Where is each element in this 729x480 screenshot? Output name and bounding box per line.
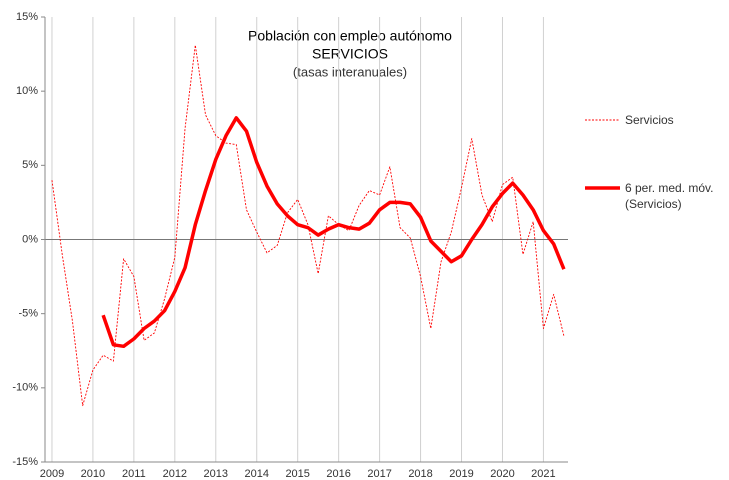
- y-tick-label: -10%: [12, 382, 38, 394]
- x-tick-label: 2015: [285, 468, 309, 480]
- x-tick-label: 2009: [40, 468, 64, 480]
- x-tick-label: 2010: [81, 468, 105, 480]
- x-tick-label: 2020: [490, 468, 514, 480]
- x-tick-label: 2018: [408, 468, 432, 480]
- chart-subtitle: SERVICIOS: [312, 46, 388, 62]
- x-tick-label: 2021: [531, 468, 555, 480]
- y-tick-label: 15%: [16, 11, 38, 23]
- y-tick-label: 5%: [22, 159, 38, 171]
- x-tick-label: 2013: [204, 468, 228, 480]
- series-line: [101, 116, 566, 349]
- x-tick-label: 2011: [122, 468, 146, 480]
- legend-label: Servicios: [625, 113, 674, 127]
- x-tick-label: 2017: [367, 468, 391, 480]
- x-tick-label: 2016: [326, 468, 350, 480]
- x-tick-label: 2014: [244, 468, 268, 480]
- series-line: [51, 44, 565, 407]
- x-tick-label: 2019: [449, 468, 473, 480]
- y-tick-label: -5%: [18, 308, 38, 320]
- y-tick-label: 10%: [16, 85, 38, 97]
- legend-label: 6 per. med. móv. (Servicios): [625, 181, 714, 211]
- y-tick-label: -15%: [12, 456, 38, 468]
- chart-caption: (tasas interanuales): [293, 64, 407, 79]
- x-tick-label: 2012: [163, 468, 187, 480]
- chart-title: Población con empleo autónomo: [248, 28, 452, 44]
- y-tick-label: 0%: [22, 233, 38, 245]
